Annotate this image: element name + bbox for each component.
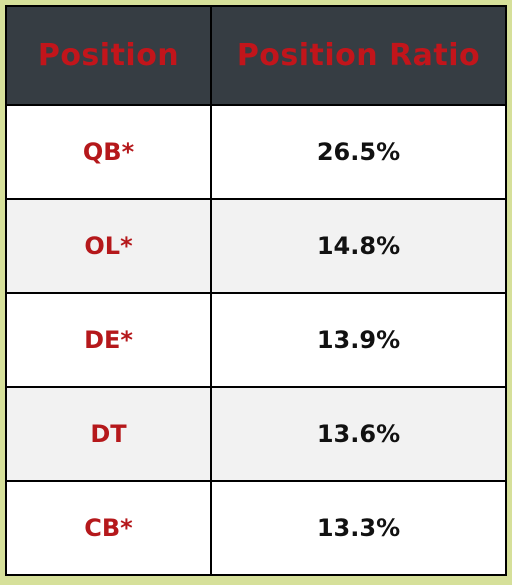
position-cell: DT: [5, 386, 212, 482]
table-row: CB* 13.3%: [5, 480, 507, 576]
ratio-cell: 13.3%: [210, 480, 507, 576]
header-position-ratio: Position Ratio: [210, 5, 507, 106]
table-row: DE* 13.9%: [5, 292, 507, 388]
header-position: Position: [5, 5, 212, 106]
ratio-cell: 13.9%: [210, 292, 507, 388]
header-row: Position Position Ratio: [5, 5, 507, 106]
position-cell: QB*: [5, 104, 212, 200]
table-row: OL* 14.8%: [5, 198, 507, 294]
position-ratio-table: Position Position Ratio QB* 26.5% OL* 14…: [5, 5, 507, 576]
position-cell: OL*: [5, 198, 212, 294]
table-row: QB* 26.5%: [5, 104, 507, 200]
position-cell: CB*: [5, 480, 212, 576]
table-row: DT 13.6%: [5, 386, 507, 482]
ratio-cell: 13.6%: [210, 386, 507, 482]
position-cell: DE*: [5, 292, 212, 388]
ratio-cell: 14.8%: [210, 198, 507, 294]
ratio-cell: 26.5%: [210, 104, 507, 200]
